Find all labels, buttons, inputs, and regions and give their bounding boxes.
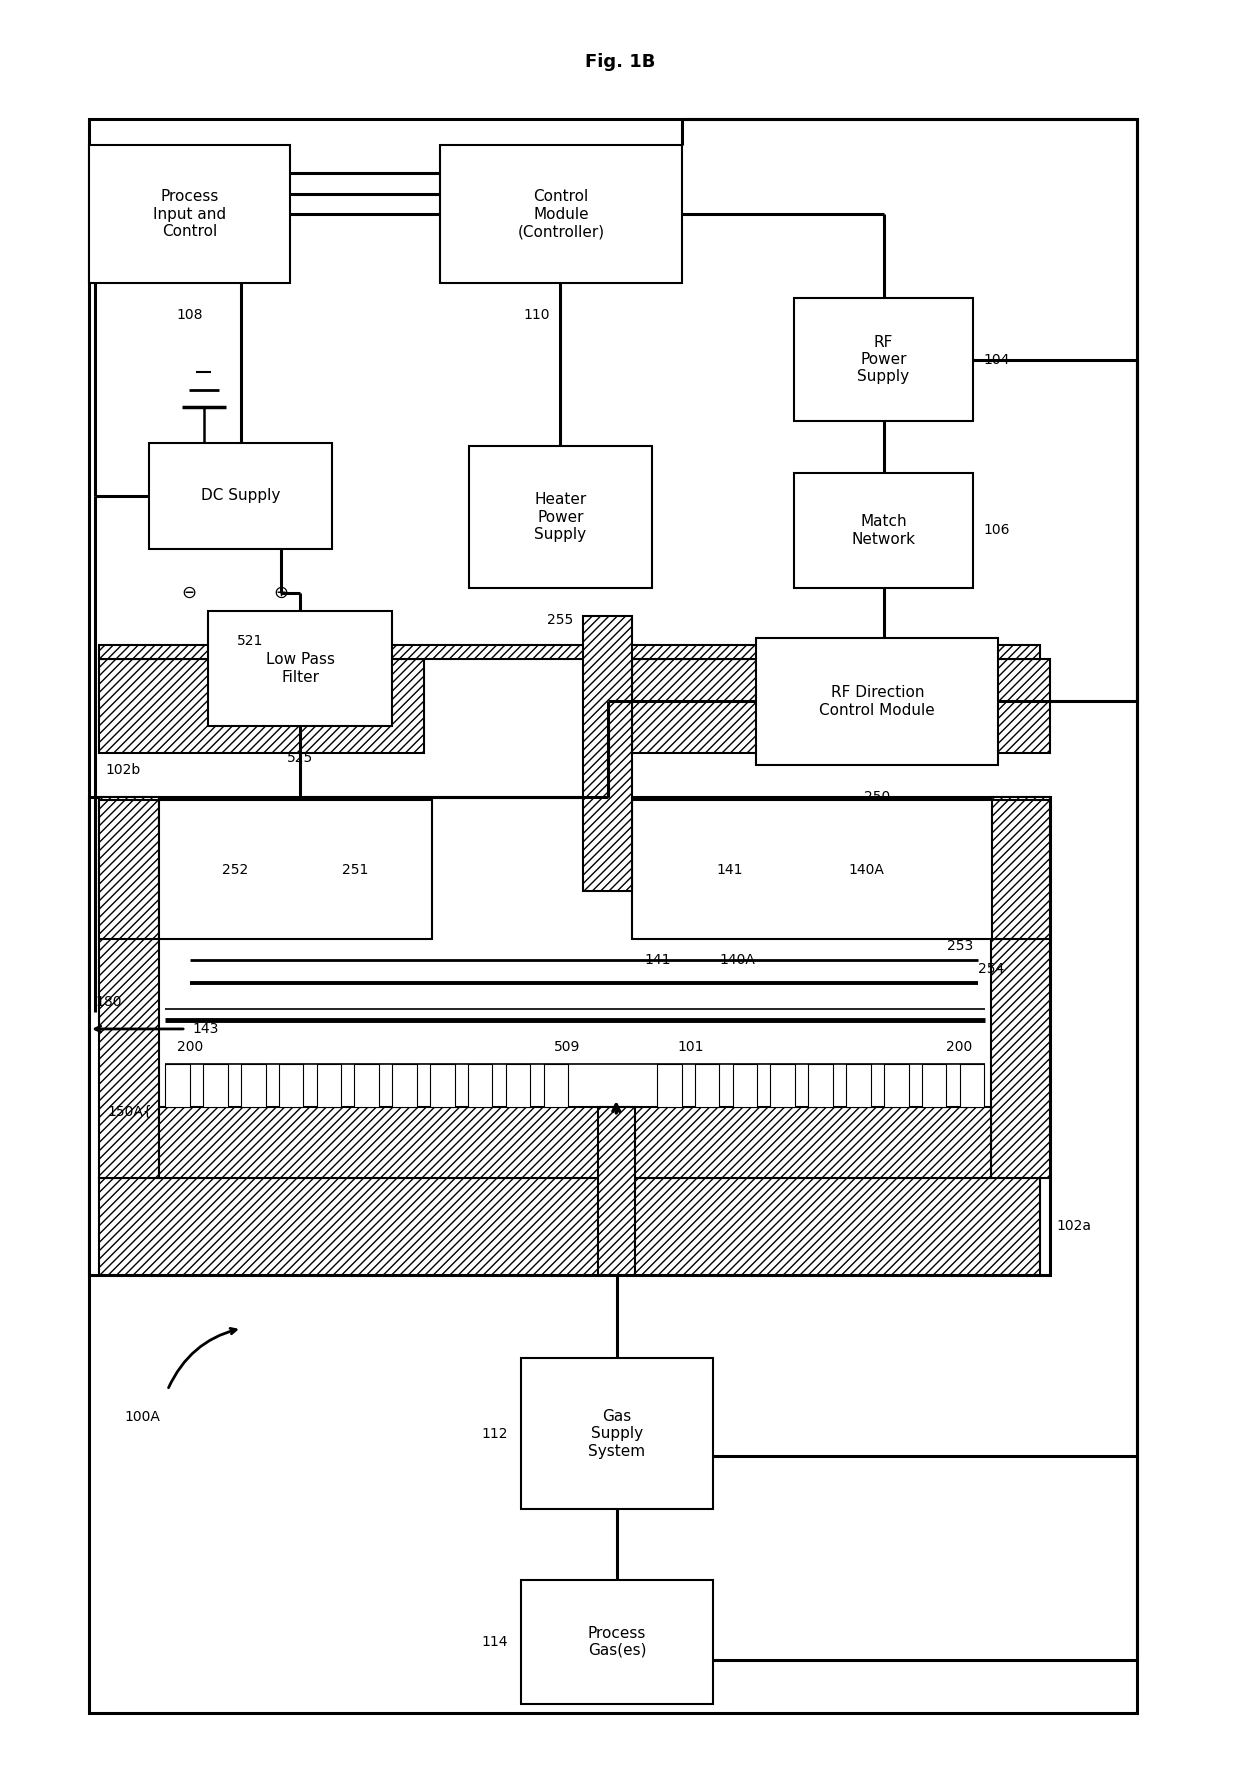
- Bar: [89, 797, 1050, 1275]
- Text: 150A{: 150A{: [108, 1105, 153, 1119]
- Text: ⊕: ⊕: [273, 584, 289, 602]
- Bar: [89, 145, 290, 283]
- Text: 141: 141: [645, 953, 671, 967]
- Text: 108: 108: [176, 308, 203, 322]
- Text: Heater
Power
Supply: Heater Power Supply: [534, 492, 587, 542]
- Text: 106: 106: [983, 524, 1009, 537]
- Bar: [794, 298, 973, 421]
- Bar: [469, 446, 652, 588]
- Bar: [506, 1064, 531, 1107]
- Bar: [159, 1107, 991, 1178]
- Bar: [241, 1064, 265, 1107]
- Text: DC Supply: DC Supply: [201, 489, 280, 503]
- Text: 100A: 100A: [125, 1410, 160, 1424]
- Text: Process
Input and
Control: Process Input and Control: [154, 189, 226, 239]
- Text: 200: 200: [946, 1040, 972, 1054]
- Bar: [430, 1064, 455, 1107]
- Bar: [279, 1064, 304, 1107]
- Text: 521: 521: [237, 634, 263, 648]
- Bar: [543, 1064, 568, 1107]
- Bar: [99, 797, 159, 1178]
- Bar: [165, 1064, 190, 1107]
- Bar: [99, 645, 1040, 659]
- Text: Fig. 1B: Fig. 1B: [585, 53, 655, 71]
- Bar: [632, 659, 1050, 753]
- Bar: [598, 1107, 635, 1275]
- Text: 525: 525: [286, 751, 314, 765]
- Bar: [99, 1178, 1040, 1275]
- Text: Match
Network: Match Network: [852, 514, 915, 547]
- Text: Gas
Supply
System: Gas Supply System: [588, 1408, 646, 1459]
- Bar: [694, 1064, 719, 1107]
- Text: Control
Module
(Controller): Control Module (Controller): [517, 189, 605, 239]
- Bar: [208, 611, 392, 726]
- Bar: [770, 1064, 795, 1107]
- Text: 102a: 102a: [1056, 1220, 1091, 1233]
- Text: 252: 252: [222, 862, 248, 877]
- Text: 140A: 140A: [719, 953, 755, 967]
- Bar: [794, 473, 973, 588]
- Text: ⊖: ⊖: [181, 584, 197, 602]
- Text: 110: 110: [523, 308, 549, 322]
- Text: Process
Gas(es): Process Gas(es): [588, 1626, 646, 1658]
- Bar: [583, 616, 632, 891]
- Text: 254: 254: [978, 962, 1004, 976]
- Bar: [756, 638, 998, 765]
- Text: 140A: 140A: [848, 862, 884, 877]
- Bar: [521, 1580, 713, 1704]
- Bar: [733, 1064, 758, 1107]
- Text: 102b: 102b: [105, 763, 140, 777]
- Bar: [203, 1064, 228, 1107]
- Bar: [392, 1064, 417, 1107]
- Text: 112: 112: [482, 1427, 508, 1440]
- Text: 180: 180: [95, 995, 122, 1009]
- Text: 200: 200: [177, 1040, 203, 1054]
- Bar: [846, 1064, 870, 1107]
- Bar: [521, 1358, 713, 1509]
- Text: 253: 253: [947, 939, 973, 953]
- Bar: [657, 1064, 682, 1107]
- Bar: [467, 1064, 492, 1107]
- Bar: [884, 1064, 909, 1107]
- Bar: [316, 1064, 341, 1107]
- Bar: [99, 659, 424, 753]
- Bar: [991, 797, 1050, 1178]
- Bar: [960, 1064, 985, 1107]
- Text: 101: 101: [677, 1040, 704, 1054]
- Text: RF Direction
Control Module: RF Direction Control Module: [820, 685, 935, 717]
- Bar: [921, 1064, 946, 1107]
- Text: 251: 251: [342, 862, 368, 877]
- Text: 143: 143: [192, 1022, 218, 1036]
- Text: 141: 141: [717, 862, 743, 877]
- Bar: [149, 443, 332, 549]
- Text: 114: 114: [482, 1635, 508, 1649]
- Text: 250: 250: [864, 790, 890, 804]
- Bar: [99, 800, 159, 939]
- Bar: [89, 119, 1137, 1713]
- Bar: [808, 1064, 833, 1107]
- Bar: [991, 800, 1050, 939]
- Bar: [440, 145, 682, 283]
- Text: Low Pass
Filter: Low Pass Filter: [265, 652, 335, 685]
- Text: 104: 104: [983, 352, 1009, 367]
- Bar: [355, 1064, 379, 1107]
- Bar: [632, 800, 992, 939]
- Text: 255: 255: [547, 613, 574, 627]
- Text: 509: 509: [553, 1040, 580, 1054]
- Bar: [159, 800, 432, 939]
- Text: RF
Power
Supply: RF Power Supply: [857, 335, 910, 384]
